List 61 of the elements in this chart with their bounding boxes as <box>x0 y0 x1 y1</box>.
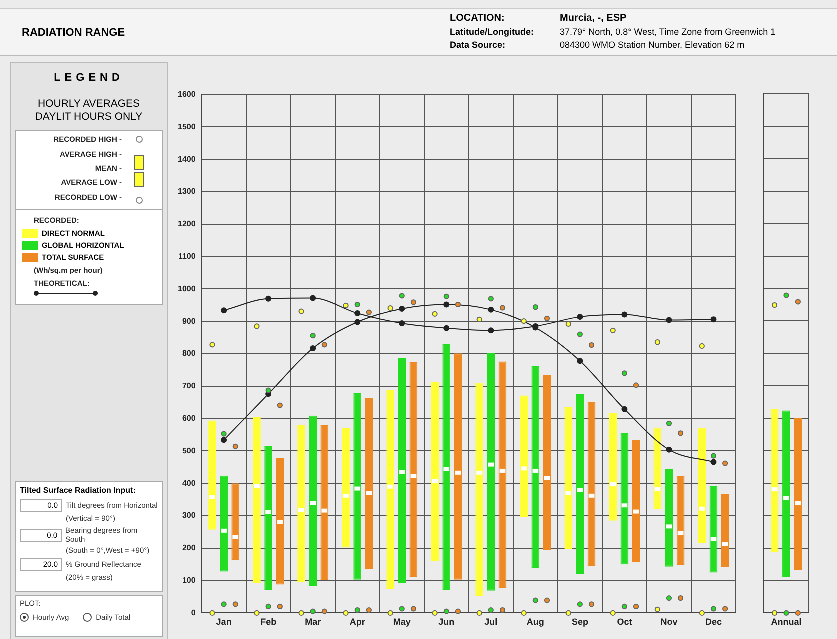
x-tick-label: Annual <box>771 617 802 628</box>
x-tick-label: Nov <box>660 617 678 628</box>
point <box>577 358 584 364</box>
x-tick-label: Aug <box>526 617 544 628</box>
point <box>444 325 450 332</box>
point <box>444 302 450 308</box>
x-tick-label: Apr <box>350 617 366 628</box>
text: LOCATION: <box>450 13 505 24</box>
point <box>488 306 494 313</box>
x-tick-label: Oct <box>617 617 632 628</box>
point <box>577 314 584 320</box>
point <box>221 308 228 314</box>
y-tick-label: 100 <box>182 576 196 586</box>
legend-title: LEGEND <box>53 72 125 84</box>
point <box>666 317 672 324</box>
point <box>622 312 628 318</box>
point <box>399 320 406 327</box>
point <box>354 310 361 316</box>
y-tick-label: 1100 <box>178 252 196 262</box>
point <box>266 296 272 302</box>
y-tick-label: 900 <box>182 316 196 326</box>
y-tick-label: 1500 <box>178 122 196 132</box>
y-tick-label: 400 <box>182 478 196 488</box>
y-tick-label: 600 <box>182 414 196 424</box>
y-tick-label: 1600 <box>178 90 196 100</box>
x-tick-label: Jan <box>216 617 232 628</box>
point <box>310 345 316 352</box>
x-tick-label: Dec <box>705 617 722 628</box>
point <box>666 446 672 453</box>
source-note: Data Source: <box>450 40 506 50</box>
text: RADIATION RANGE <box>22 27 126 39</box>
text: 37.79° North, 0.8° West, Time Zone from Greenwich 1 <box>560 27 776 37</box>
x-tick-label: Jul <box>484 617 498 628</box>
y-tick-label: 300 <box>182 511 196 520</box>
point <box>310 295 316 302</box>
point <box>354 319 361 326</box>
x-tick-label: Mar <box>305 617 322 628</box>
y-tick-label: 1300 <box>178 187 196 196</box>
y-tick-label: 700 <box>182 382 196 391</box>
x-tick-label: Sep <box>572 617 589 628</box>
y-tick-label: 800 <box>182 349 196 358</box>
y-tick-label: 1400 <box>178 154 196 164</box>
point <box>710 316 717 323</box>
text: HOURLY AVERAGES DAYLIT HOURS ONLY <box>34 98 144 124</box>
x-tick-label: Feb <box>260 617 278 628</box>
x-tick-label: May <box>393 617 411 628</box>
x-tick-label: Jun <box>438 617 455 628</box>
text: 084300 WMO Station Number, Elevation 62 m <box>560 40 745 50</box>
text: Murcia, -, ESP <box>560 13 627 24</box>
text: Tilted Surface Radiation Input: <box>20 486 137 495</box>
y-tick-label: 1000 <box>178 284 196 294</box>
text: Latitude/Longitude: <box>450 27 534 37</box>
point <box>399 306 406 312</box>
y-tick-label: 500 <box>182 446 196 456</box>
y-tick-label: 200 <box>182 544 196 553</box>
point <box>710 459 717 466</box>
point <box>488 328 494 334</box>
point <box>622 406 628 412</box>
point <box>221 437 228 444</box>
y-tick-label: 0 <box>191 608 196 618</box>
y-tick-label: 1200 <box>178 220 196 229</box>
